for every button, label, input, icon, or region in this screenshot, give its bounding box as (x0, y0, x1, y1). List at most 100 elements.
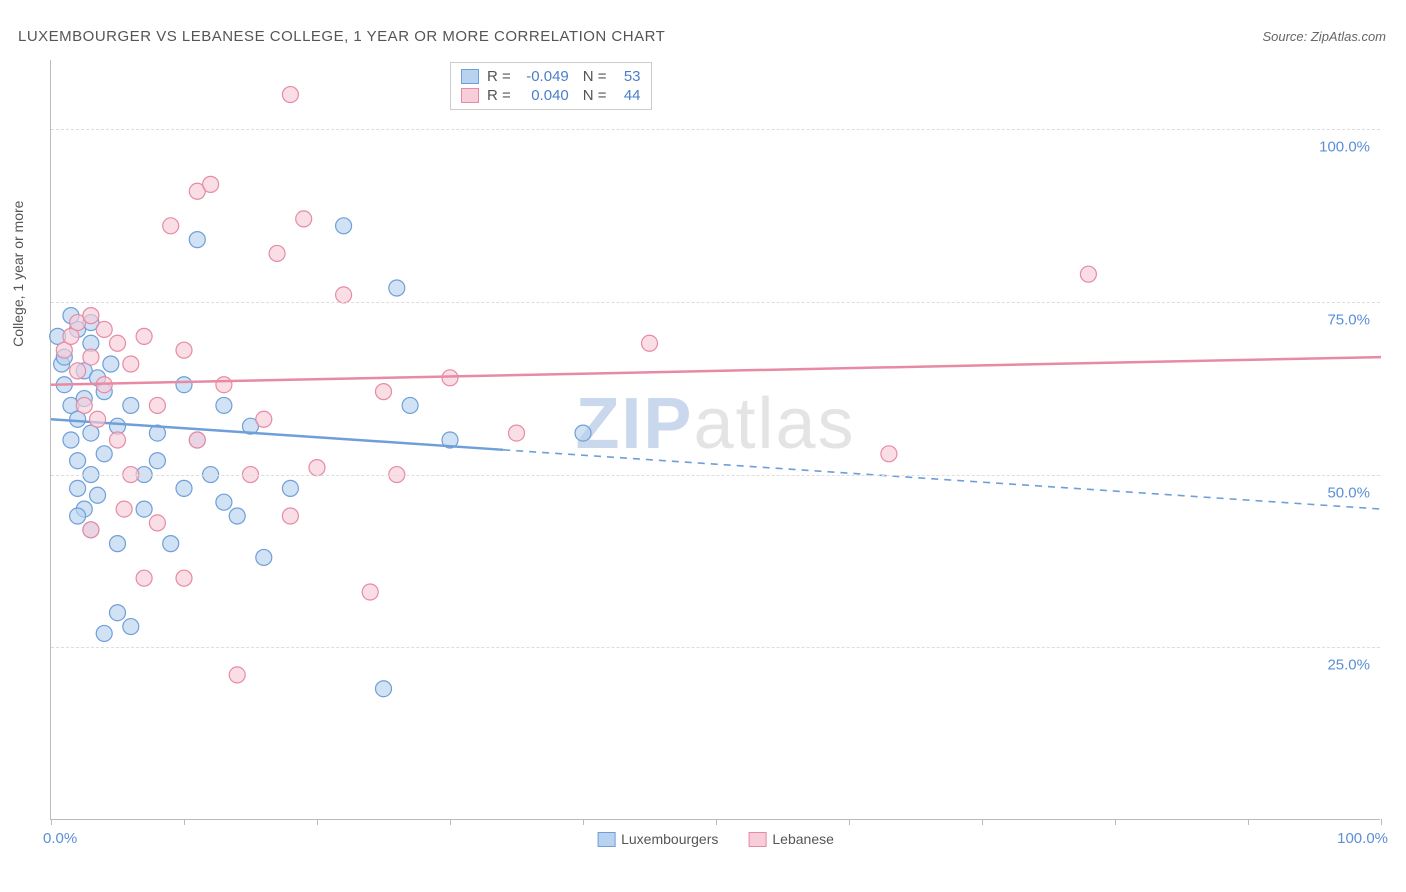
bottom-legend-item: Luxembourgers (597, 831, 718, 847)
data-point (136, 570, 152, 586)
data-point (176, 570, 192, 586)
data-point (63, 432, 79, 448)
data-point (642, 335, 658, 351)
y-tick-label: 50.0% (1327, 484, 1370, 501)
data-point (216, 377, 232, 393)
data-point (83, 522, 99, 538)
x-tick (51, 819, 52, 825)
legend-series-name: Lebanese (772, 831, 834, 847)
data-point (229, 667, 245, 683)
data-point (83, 349, 99, 365)
data-point (256, 411, 272, 427)
data-point (189, 432, 205, 448)
trend-line-extrapolated (503, 450, 1381, 509)
stat-r-label: R = (487, 87, 511, 104)
x-tick (583, 819, 584, 825)
data-point (110, 536, 126, 552)
trend-line (51, 357, 1381, 385)
data-point (70, 453, 86, 469)
data-point (336, 287, 352, 303)
data-point (1080, 266, 1096, 282)
stat-r-value: 0.040 (519, 87, 569, 104)
data-point (103, 356, 119, 372)
data-point (90, 411, 106, 427)
data-point (216, 397, 232, 413)
data-point (70, 508, 86, 524)
data-point (176, 342, 192, 358)
data-point (96, 446, 112, 462)
x-tick (982, 819, 983, 825)
data-point (282, 87, 298, 103)
scatter-svg (51, 60, 1380, 819)
data-point (442, 370, 458, 386)
x-tick (317, 819, 318, 825)
stat-r-label: R = (487, 68, 511, 85)
x-tick (716, 819, 717, 825)
data-point (309, 460, 325, 476)
data-point (282, 508, 298, 524)
source-attribution: Source: ZipAtlas.com (1262, 29, 1386, 44)
y-tick-label: 100.0% (1319, 139, 1370, 156)
gridline (51, 475, 1380, 476)
data-point (402, 397, 418, 413)
legend-swatch (748, 832, 766, 847)
data-point (176, 480, 192, 496)
data-point (110, 432, 126, 448)
y-axis-title: College, 1 year or more (10, 201, 26, 347)
legend-swatch (461, 88, 479, 103)
data-point (336, 218, 352, 234)
x-axis-max-label: 100.0% (1337, 830, 1388, 847)
stat-r-value: -0.049 (519, 68, 569, 85)
data-point (116, 501, 132, 517)
legend-series-name: Luxembourgers (621, 831, 718, 847)
stat-n-value: 44 (615, 87, 641, 104)
x-tick (849, 819, 850, 825)
bottom-legend: Luxembourgers Lebanese (597, 831, 834, 847)
data-point (389, 280, 405, 296)
gridline (51, 302, 1380, 303)
data-point (149, 515, 165, 531)
data-point (149, 397, 165, 413)
data-point (110, 605, 126, 621)
data-point (110, 335, 126, 351)
stats-legend-row: R = 0.040 N = 44 (461, 86, 641, 105)
chart-title: LUXEMBOURGER VS LEBANESE COLLEGE, 1 YEAR… (18, 28, 665, 45)
data-point (575, 425, 591, 441)
data-point (376, 384, 392, 400)
x-tick (184, 819, 185, 825)
data-point (881, 446, 897, 462)
stats-legend-row: R = -0.049 N = 53 (461, 67, 641, 86)
data-point (203, 176, 219, 192)
data-point (282, 480, 298, 496)
stat-n-value: 53 (615, 68, 641, 85)
data-point (509, 425, 525, 441)
stat-n-label: N = (583, 68, 607, 85)
data-point (96, 625, 112, 641)
data-point (96, 321, 112, 337)
data-point (296, 211, 312, 227)
bottom-legend-item: Lebanese (748, 831, 834, 847)
data-point (70, 480, 86, 496)
data-point (90, 487, 106, 503)
data-point (123, 619, 139, 635)
data-point (149, 453, 165, 469)
stat-n-label: N = (583, 87, 607, 104)
data-point (176, 377, 192, 393)
data-point (70, 363, 86, 379)
gridline (51, 129, 1380, 130)
data-point (376, 681, 392, 697)
legend-swatch (461, 69, 479, 84)
x-tick (1248, 819, 1249, 825)
x-tick (450, 819, 451, 825)
chart-plot-area: ZIPatlas 0.0% 100.0% LuxembourgersLebane… (50, 60, 1380, 820)
data-point (83, 308, 99, 324)
x-tick (1381, 819, 1382, 825)
data-point (163, 218, 179, 234)
data-point (189, 232, 205, 248)
y-tick-label: 25.0% (1327, 657, 1370, 674)
data-point (123, 397, 139, 413)
data-point (136, 501, 152, 517)
stats-legend: R = -0.049 N = 53 R = 0.040 N = 44 (450, 62, 652, 110)
data-point (163, 536, 179, 552)
data-point (269, 245, 285, 261)
